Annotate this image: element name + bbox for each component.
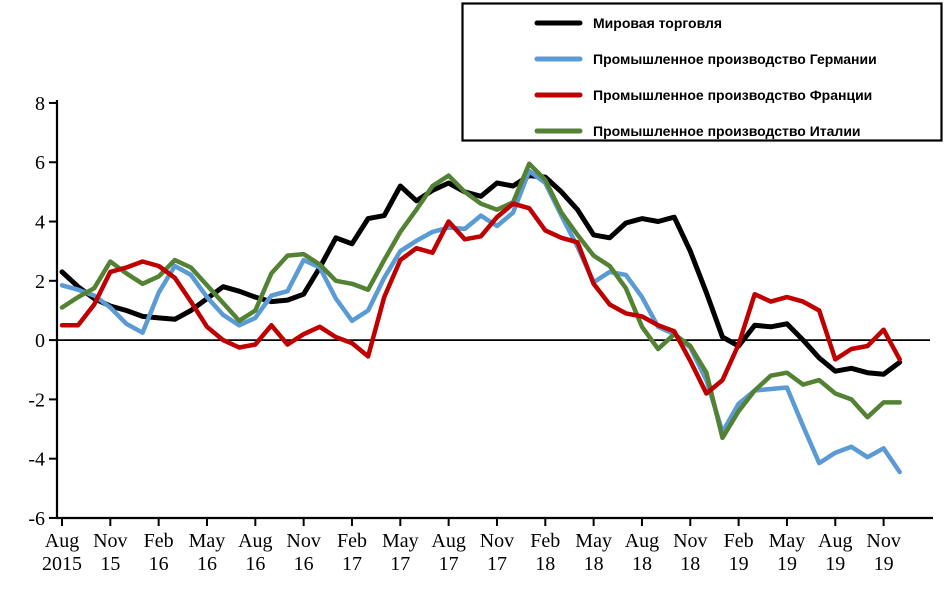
series-line-italy-ip bbox=[59, 161, 902, 441]
legend-entry-italy-ip: Промышленное производство Италии bbox=[534, 123, 861, 139]
x-axis-tick-label-month: May bbox=[575, 530, 612, 552]
series-line-germany-ip bbox=[59, 168, 902, 475]
x-axis-tick-label-month: May bbox=[382, 530, 419, 552]
x-axis-tick-label-year: 16 bbox=[294, 553, 314, 575]
series-lines bbox=[59, 161, 903, 475]
x-axis-tick-label-month: Feb bbox=[144, 530, 174, 552]
legend: Мировая торговля Промышленное производств… bbox=[461, 2, 943, 142]
y-axis-tick-label: 4 bbox=[35, 212, 45, 234]
x-axis-tick-label-year: 16 bbox=[197, 553, 217, 575]
x-axis-tick-label-month: Nov bbox=[93, 530, 127, 552]
legend-label-germany-ip: Промышленное производство Германии bbox=[593, 51, 877, 67]
x-axis-tick-label-month: Aug bbox=[45, 530, 79, 552]
x-axis-tick-label-month: May bbox=[769, 530, 806, 552]
y-axis-tick-label: 8 bbox=[35, 93, 45, 115]
x-axis-tick-label-month: Feb bbox=[724, 530, 754, 552]
x-axis-tick-label-year: 16 bbox=[149, 553, 169, 575]
series-line-world-trade bbox=[59, 173, 903, 377]
x-axis-tick-label-month: Nov bbox=[673, 530, 707, 552]
x-axis-tick-label-year: 17 bbox=[342, 553, 362, 575]
x-axis-tick-label-month: Nov bbox=[866, 530, 900, 552]
legend-label-france-ip: Промышленное производство Франции bbox=[593, 87, 872, 103]
y-axis-tick-label: -2 bbox=[28, 389, 45, 411]
x-axis-tick-label-year: 18 bbox=[535, 553, 555, 575]
y-axis-tick-label: -6 bbox=[28, 508, 45, 530]
x-axis-tick-label-month: Aug bbox=[431, 530, 465, 552]
y-axis-tick-label: 0 bbox=[35, 330, 45, 352]
x-axis-tick-label-month: May bbox=[189, 530, 226, 552]
x-axis-tick-label-month: Feb bbox=[337, 530, 367, 552]
legend-entry-france-ip: Промышленное производство Франции bbox=[534, 87, 872, 103]
x-axis-tick-label-year: 19 bbox=[874, 553, 894, 575]
x-axis-tick-label-year: 17 bbox=[487, 553, 507, 575]
x-axis-tick-label-month: Feb bbox=[530, 530, 560, 552]
x-axis-tick-label-year: 19 bbox=[729, 553, 749, 575]
x-axis-tick-label-year: 2015 bbox=[42, 553, 82, 575]
legend-label-world-trade: Мировая торговля bbox=[593, 15, 722, 31]
x-axis-tick-label-month: Aug bbox=[238, 530, 272, 552]
legend-entry-world-trade: Мировая торговля bbox=[534, 15, 722, 31]
x-axis-tick-label-year: 19 bbox=[777, 553, 797, 575]
x-axis-tick-label-month: Aug bbox=[818, 530, 852, 552]
x-axis-tick-label-year: 15 bbox=[100, 553, 120, 575]
y-axis-tick-label: 2 bbox=[35, 271, 45, 293]
x-axis-tick-label-year: 17 bbox=[439, 553, 459, 575]
x-axis-tick-label-year: 18 bbox=[632, 553, 652, 575]
x-axis-tick-label-year: 18 bbox=[680, 553, 700, 575]
x-axis-tick-label-month: Nov bbox=[480, 530, 514, 552]
y-axis: 8 6 4 2 0 -2 -4 -6 bbox=[28, 93, 57, 530]
x-axis-tick-label-month: Aug bbox=[625, 530, 659, 552]
y-axis-tick-label: -4 bbox=[28, 449, 45, 471]
legend-label-italy-ip: Промышленное производство Италии bbox=[593, 123, 861, 139]
x-axis-tick-label-month: Nov bbox=[286, 530, 320, 552]
y-axis-tick-label: 6 bbox=[35, 152, 45, 174]
series-line-france-ip bbox=[59, 201, 902, 396]
legend-entry-germany-ip: Промышленное производство Германии bbox=[534, 51, 877, 67]
x-axis-tick-label-year: 19 bbox=[825, 553, 845, 575]
x-axis: Aug2015Nov15Feb16May16Aug16Nov16Feb17May… bbox=[42, 518, 901, 575]
x-axis-tick-label-year: 18 bbox=[584, 553, 604, 575]
legend-box bbox=[461, 2, 943, 142]
x-axis-tick-label-year: 16 bbox=[245, 553, 265, 575]
x-axis-tick-label-year: 17 bbox=[390, 553, 410, 575]
